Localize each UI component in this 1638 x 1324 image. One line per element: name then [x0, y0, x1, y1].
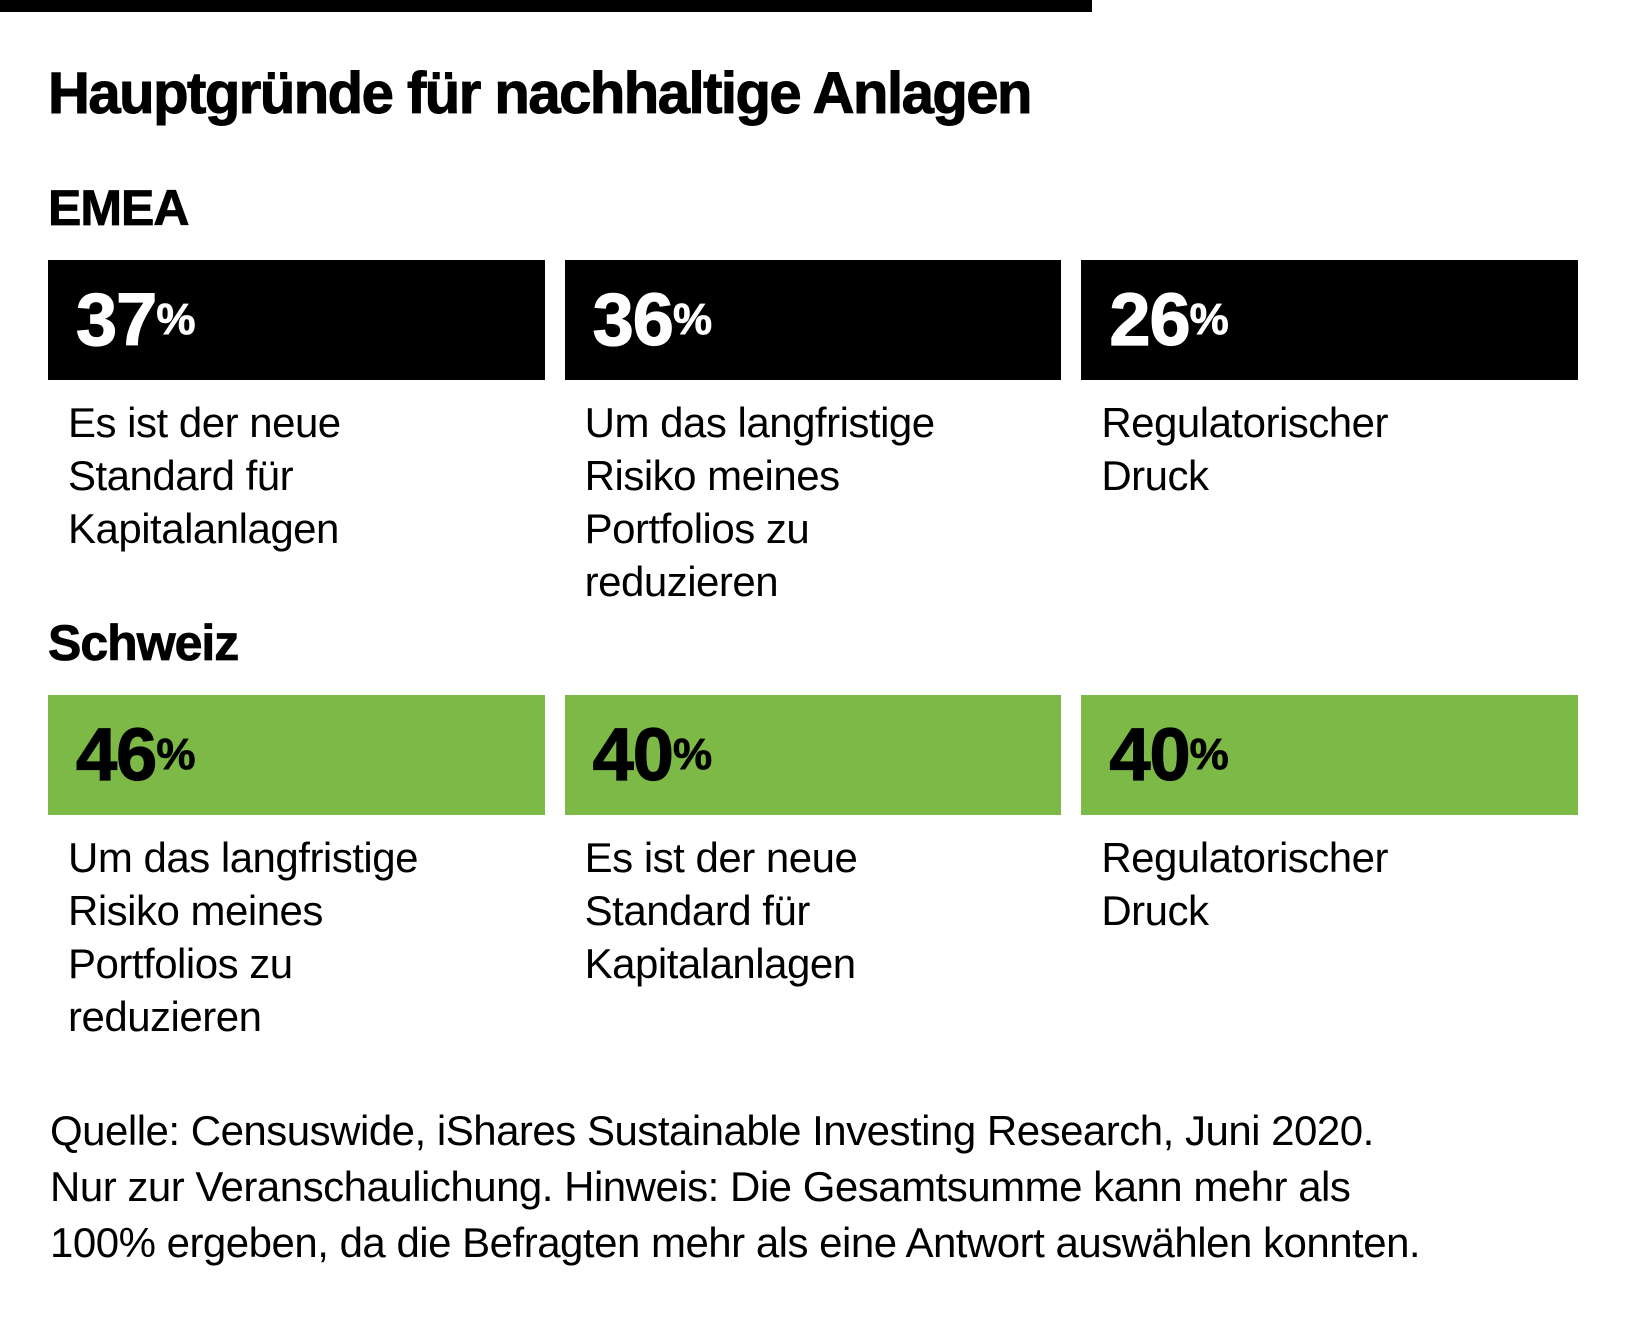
source-note: Quelle: Censuswide, iShares Sustainable … — [50, 1103, 1578, 1271]
emea-stats-row: 37% Es ist der neue Standard für Kapital… — [48, 259, 1578, 608]
stat-value: 40 — [592, 712, 675, 796]
stat-value: 37 — [75, 277, 158, 361]
stat-value-box: 37% — [48, 259, 545, 380]
section-header-schweiz: Schweiz — [48, 614, 240, 671]
stat-value-box: 36% — [564, 259, 1062, 380]
stat-unit: % — [1189, 729, 1229, 779]
stat-unit: % — [1189, 294, 1229, 344]
stat-value-box: 26% — [1081, 259, 1578, 380]
stat-card: 26% Regulatorischer Druck — [1081, 259, 1578, 608]
stat-unit: % — [672, 294, 713, 344]
stat-value-box: 40% — [564, 694, 1062, 815]
stat-unit: % — [156, 729, 196, 779]
top-accent-bar — [0, 0, 1092, 12]
stat-card: 36% Um das langfristige Risiko meines Po… — [564, 259, 1062, 608]
infographic: Hauptgründe für nachhaltige Anlagen EMEA… — [0, 12, 1638, 1271]
stat-label: Regulatorischer Druck — [1101, 833, 1388, 934]
stat-value-box: 40% — [1081, 694, 1578, 815]
stat-unit: % — [156, 294, 196, 344]
stat-label: Um das langfristige Risiko meines Portfo… — [584, 398, 935, 605]
stat-card: 46% Um das langfristige Risiko meines Po… — [48, 694, 545, 1043]
source-note-line: 100% ergeben, da die Befragten mehr als … — [50, 1218, 1421, 1266]
stat-unit: % — [672, 729, 713, 779]
source-note-line: Nur zur Veranschaulichung. Hinweis: Die … — [50, 1162, 1351, 1210]
stat-label: Um das langfristige Risiko meines Portfo… — [68, 833, 418, 1040]
stat-label: Es ist der neue Standard für Kapitalanla… — [584, 833, 858, 987]
stat-label: Es ist der neue Standard für Kapitalanla… — [68, 398, 341, 552]
stat-value: 36 — [592, 277, 675, 361]
stat-value-box: 46% — [48, 694, 545, 815]
schweiz-stats-row: 46% Um das langfristige Risiko meines Po… — [48, 694, 1578, 1043]
stat-value: 40 — [1109, 712, 1192, 796]
stat-value: 46 — [75, 712, 158, 796]
stat-value: 26 — [1109, 277, 1192, 361]
stat-card: 40% Regulatorischer Druck — [1081, 694, 1578, 1043]
source-note-line: Quelle: Censuswide, iShares Sustainable … — [50, 1106, 1374, 1154]
stat-card: 37% Es ist der neue Standard für Kapital… — [48, 259, 545, 608]
stat-label: Regulatorischer Druck — [1101, 398, 1388, 499]
page-title: Hauptgründe für nachhaltige Anlagen — [48, 61, 1033, 126]
stat-card: 40% Es ist der neue Standard für Kapital… — [564, 694, 1062, 1043]
section-header-emea: EMEA — [48, 179, 190, 236]
